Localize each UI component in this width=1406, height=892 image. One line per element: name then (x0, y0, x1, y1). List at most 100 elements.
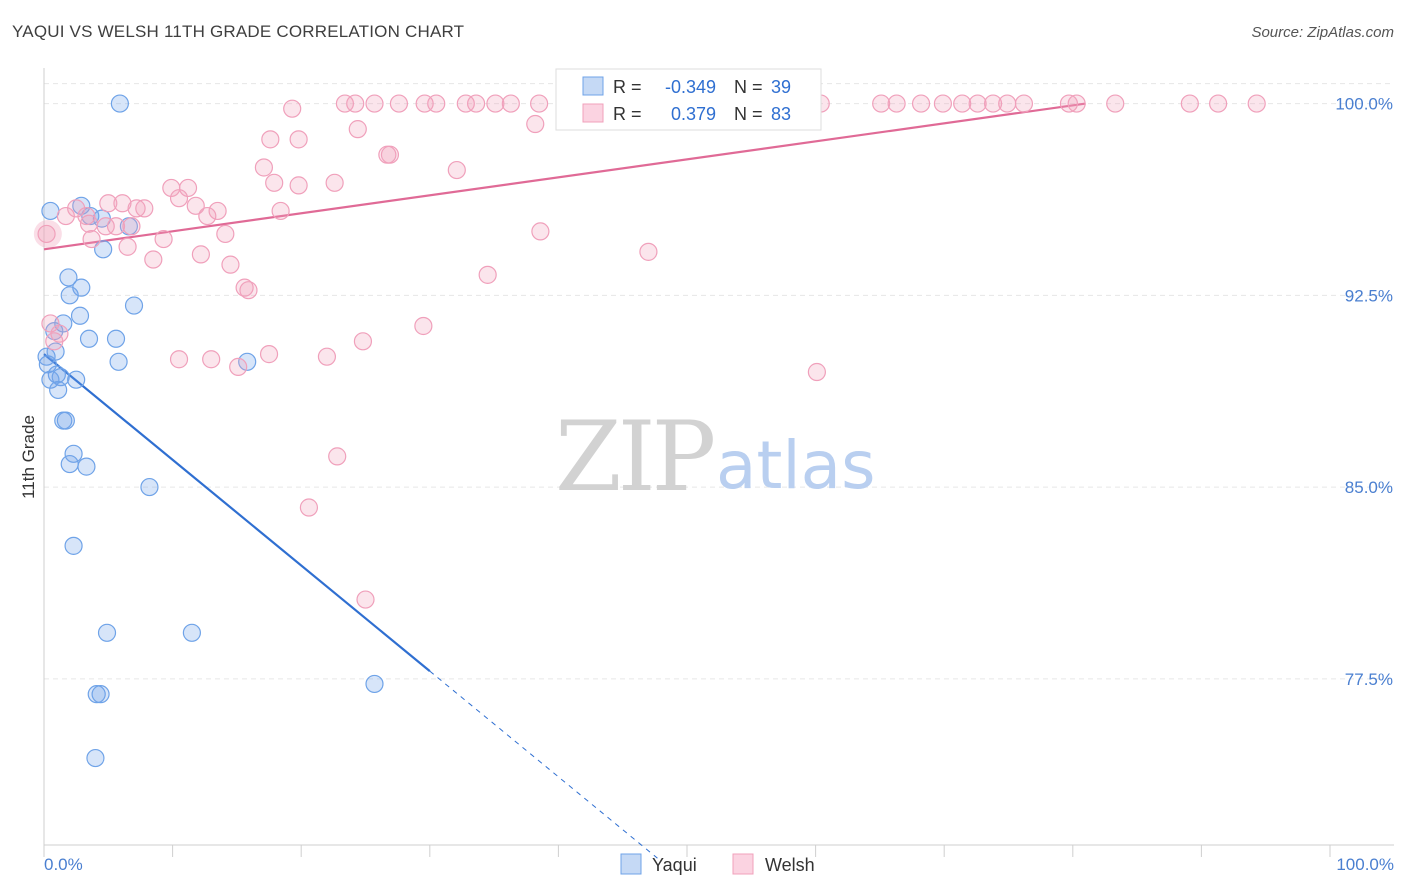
point-welsh[interactable] (198, 206, 217, 226)
point-yaqui[interactable] (37, 347, 56, 366)
point-welsh[interactable] (807, 362, 826, 382)
point-welsh[interactable] (1014, 94, 1034, 113)
point-welsh[interactable] (983, 94, 1003, 113)
point-welsh[interactable] (486, 94, 505, 113)
point-yaqui[interactable] (41, 370, 60, 389)
point-welsh[interactable] (953, 94, 972, 113)
point-welsh[interactable] (466, 94, 486, 113)
point-welsh[interactable] (348, 120, 367, 139)
point-welsh[interactable] (239, 281, 258, 300)
point-welsh[interactable] (531, 222, 550, 241)
point-yaqui[interactable] (91, 685, 110, 704)
point-yaqui[interactable] (87, 685, 106, 704)
point-welsh[interactable] (79, 214, 99, 233)
point-welsh[interactable] (414, 316, 433, 336)
point-yaqui[interactable] (79, 329, 99, 348)
point-welsh[interactable] (1106, 94, 1125, 113)
point-welsh[interactable] (299, 498, 319, 517)
point-yaqui[interactable] (41, 201, 60, 221)
point-welsh[interactable] (191, 245, 210, 264)
point-welsh[interactable] (501, 94, 520, 113)
point-welsh[interactable] (122, 217, 141, 236)
point-welsh[interactable] (135, 199, 154, 218)
point-yaqui[interactable] (97, 623, 117, 642)
point-welsh[interactable] (353, 332, 373, 351)
point-yaqui[interactable] (77, 457, 96, 476)
legend-label-yaqui[interactable]: Yaqui (652, 855, 697, 875)
point-welsh[interactable] (259, 345, 279, 364)
point-welsh[interactable] (1180, 94, 1199, 113)
point-yaqui[interactable] (365, 674, 384, 694)
point-welsh[interactable] (389, 94, 409, 113)
point-yaqui[interactable] (60, 286, 79, 305)
point-welsh[interactable] (356, 590, 375, 609)
point-yaqui[interactable] (124, 296, 144, 315)
legend-swatch-welsh[interactable] (732, 853, 754, 875)
point-welsh[interactable] (144, 250, 163, 269)
point-welsh[interactable] (265, 173, 284, 192)
point-yaqui[interactable] (60, 454, 79, 474)
point-welsh[interactable] (335, 94, 355, 113)
point-welsh[interactable] (261, 130, 280, 149)
point-yaqui[interactable] (56, 411, 75, 430)
point-welsh[interactable] (202, 350, 221, 369)
point-yaqui[interactable] (140, 477, 159, 497)
point-welsh[interactable] (872, 94, 891, 113)
point-welsh[interactable] (365, 94, 384, 113)
point-welsh[interactable] (1247, 94, 1266, 113)
point-welsh[interactable] (380, 145, 400, 164)
point-welsh[interactable] (998, 94, 1017, 113)
point-welsh[interactable] (1059, 94, 1079, 113)
point-welsh[interactable] (289, 130, 308, 149)
point-welsh[interactable] (346, 94, 365, 113)
point-welsh[interactable] (41, 314, 60, 333)
point-welsh[interactable] (169, 189, 189, 208)
point-welsh[interactable] (178, 178, 198, 198)
point-yaqui[interactable] (81, 206, 100, 226)
point-welsh[interactable] (216, 224, 235, 244)
point-welsh[interactable] (271, 201, 290, 221)
point-yaqui[interactable] (70, 306, 90, 325)
point-welsh[interactable] (968, 94, 987, 113)
legend-swatch-yaqui[interactable] (620, 853, 642, 875)
point-welsh[interactable] (447, 160, 466, 180)
point-welsh[interactable] (1067, 94, 1086, 113)
point-welsh[interactable] (106, 217, 126, 236)
point-welsh[interactable] (99, 194, 118, 213)
point-welsh[interactable] (325, 173, 344, 192)
point-welsh[interactable] (328, 447, 347, 466)
point-welsh[interactable] (56, 206, 75, 226)
point-yaqui[interactable] (94, 240, 113, 259)
legend-label-welsh[interactable]: Welsh (765, 855, 815, 875)
point-welsh[interactable] (283, 99, 302, 118)
point-welsh[interactable] (37, 224, 56, 244)
point-welsh[interactable] (530, 94, 549, 113)
point-welsh[interactable] (229, 357, 248, 377)
point-yaqui[interactable] (109, 352, 128, 371)
point-welsh[interactable] (933, 94, 953, 113)
point-welsh[interactable] (154, 229, 173, 249)
point-yaqui[interactable] (182, 623, 201, 642)
point-yaqui[interactable] (38, 355, 57, 374)
point-yaqui[interactable] (238, 352, 257, 371)
point-yaqui[interactable] (106, 329, 126, 348)
point-welsh[interactable] (208, 201, 227, 221)
point-welsh[interactable] (113, 194, 132, 213)
point-welsh[interactable] (887, 94, 906, 113)
point-welsh[interactable] (127, 199, 146, 218)
point-welsh[interactable] (289, 176, 308, 195)
point-welsh[interactable] (911, 94, 931, 113)
point-welsh[interactable] (456, 94, 475, 113)
point-yaqui[interactable] (64, 536, 83, 555)
point-welsh[interactable] (118, 237, 137, 256)
point-welsh[interactable] (526, 114, 545, 134)
point-welsh[interactable] (254, 158, 274, 177)
point-yaqui[interactable] (110, 94, 129, 113)
point-welsh[interactable] (1209, 94, 1228, 113)
point-yaqui[interactable] (86, 748, 105, 768)
point-welsh[interactable] (186, 196, 205, 215)
point-welsh[interactable] (427, 94, 446, 113)
point-welsh[interactable] (45, 332, 64, 351)
point-welsh[interactable] (169, 350, 189, 369)
point-welsh[interactable] (67, 199, 86, 218)
